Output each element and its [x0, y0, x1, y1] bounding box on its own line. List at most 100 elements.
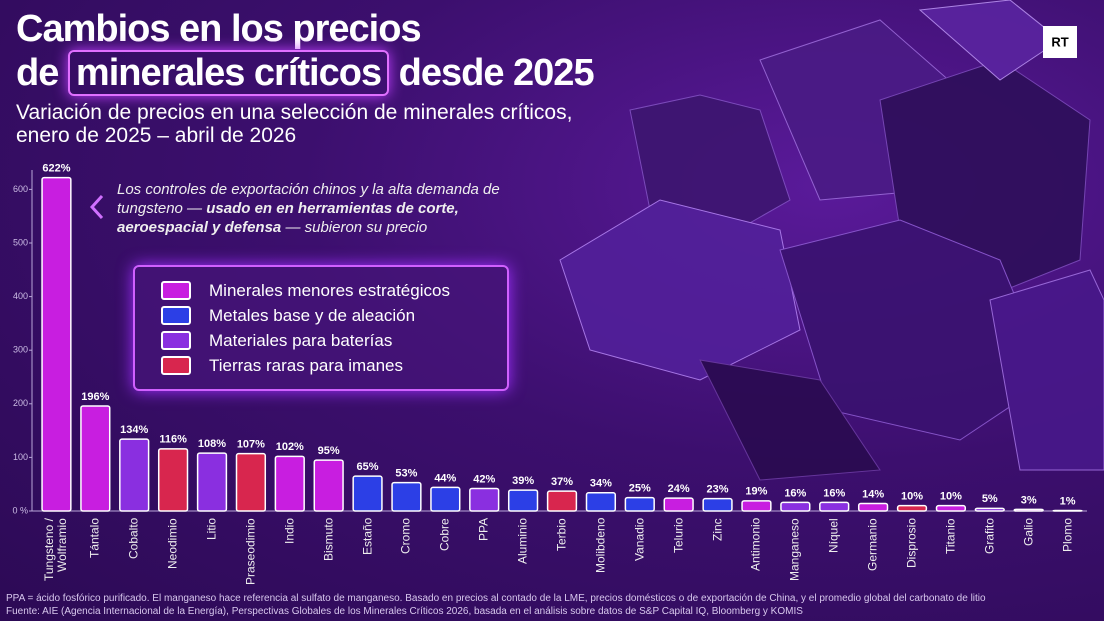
x-tick-label: Germanio [865, 518, 880, 571]
bar [274, 455, 305, 512]
y-tick-label: 500 [13, 237, 28, 247]
bar [780, 501, 811, 512]
value-label: 65% [357, 461, 379, 473]
bar [196, 452, 228, 512]
value-label: 16% [823, 487, 845, 499]
crystal-decoration [559, 0, 1104, 481]
y-tick-label: 300 [13, 345, 28, 355]
bar [585, 492, 617, 512]
value-label: 1% [1060, 495, 1076, 507]
x-tick-label: Litio [204, 518, 219, 541]
value-label: 95% [318, 445, 340, 457]
value-label: 24% [668, 483, 690, 495]
value-label: 116% [159, 434, 187, 446]
y-tick-label: 200 [13, 398, 28, 408]
legend-swatch [161, 281, 191, 300]
y-tick-label: 400 [13, 291, 28, 301]
plot: 0 % 100 200 300 400 500 600 622% 196% 134% 116% 108… [12, 163, 1087, 515]
legend-label: Minerales menores estratégicos [209, 280, 450, 300]
legend-item: Materiales para baterías [161, 328, 507, 353]
value-label: 10% [940, 491, 962, 503]
x-tick-label: Terbio [554, 518, 569, 551]
x-tick-label: Cobalto [126, 518, 141, 560]
bar [235, 452, 267, 512]
x-tick-label: Galio [1021, 518, 1036, 547]
value-label: 107% [237, 439, 265, 451]
value-label: 5% [982, 493, 998, 505]
x-tick-label: Molibdeno [593, 518, 608, 574]
value-label: 34% [590, 478, 612, 490]
annotation: Los controles de exportación chinos y la… [117, 180, 527, 237]
value-label: 25% [629, 483, 651, 495]
bar [507, 489, 539, 512]
x-tick-label: PPA [476, 518, 491, 542]
value-label: 3% [1021, 494, 1037, 506]
legend-item: Tierras raras para imanes [161, 353, 507, 378]
value-label: 39% [512, 475, 534, 487]
logo-box [1043, 26, 1077, 58]
x-tick-label: Plomo [1060, 518, 1075, 553]
title-suffix: desde 2025 [398, 52, 595, 94]
legend-swatch [161, 331, 191, 350]
x-tick-label: Cromo [398, 518, 413, 555]
title-highlight: minerales críticos [67, 50, 390, 96]
legend-label: Materiales para baterías [209, 330, 393, 350]
x-tick-label: Bismuto [321, 518, 336, 562]
value-label: 53% [395, 467, 417, 479]
x-tick-label: Vanadio [632, 518, 647, 562]
value-label: 622% [42, 163, 70, 175]
bar [119, 438, 150, 512]
bar [41, 176, 72, 512]
bar [546, 490, 578, 512]
y-tick-label: 600 [13, 184, 28, 194]
x-tick-label: Grafito [982, 518, 997, 555]
y-tick-label: 100 [13, 452, 28, 462]
source: Fuente: AIE (Agencia Internacional de la… [6, 606, 803, 617]
value-label: 10% [901, 491, 923, 503]
value-label: 23% [707, 484, 729, 496]
legend: Minerales menores estratégicos Metales ba… [133, 265, 509, 391]
title-prefix: de [16, 52, 59, 94]
bar [896, 504, 928, 512]
bar [624, 496, 655, 512]
bar [857, 502, 889, 512]
annotation-pointer [89, 194, 104, 220]
value-label: 14% [862, 488, 884, 500]
x-tick-label: Estaño [360, 518, 375, 556]
legend-item: Minerales menores estratégicos [161, 278, 507, 303]
legend-label: Tierras raras para imanes [209, 355, 403, 375]
annotation-end: — subieron su precio [285, 219, 428, 236]
y-tick-label: 0 % [12, 505, 28, 515]
x-tick-label: Aluminio [515, 518, 530, 565]
value-label: 44% [434, 472, 456, 484]
x-tick-label: Zinc [710, 518, 725, 541]
bar [1052, 509, 1083, 512]
bar [157, 448, 189, 512]
bar [702, 497, 733, 512]
bar [469, 487, 500, 512]
bar [935, 504, 967, 512]
bar [80, 405, 111, 512]
title-line1: Cambios en los precios [16, 8, 422, 50]
bar [741, 500, 772, 512]
bar [819, 501, 850, 512]
annotation-bold: usado en en herramientas de corte, aeroe… [117, 200, 459, 236]
x-tick-label: Neodimio [165, 518, 180, 569]
subtitle: Variación de precios en una selección de… [16, 101, 573, 147]
value-label: 196% [81, 391, 109, 403]
value-label: 108% [198, 438, 226, 450]
x-tick-label: Praseodimio [243, 518, 258, 585]
value-label: 19% [745, 486, 767, 498]
value-label: 16% [784, 487, 806, 499]
legend-item: Metales base y de aleación [161, 303, 507, 328]
footnote: PPA = ácido fosfórico purificado. El man… [6, 593, 986, 604]
x-tick-label: Titanio [943, 518, 958, 554]
legend-label: Metales base y de aleación [209, 305, 416, 325]
value-label: 37% [551, 476, 573, 488]
title-line2: de minerales críticos desde 2025 [16, 50, 595, 96]
annotation-regular: Los controles de exportación chinos y la… [117, 181, 500, 217]
value-label: 102% [276, 441, 304, 453]
bar [430, 486, 461, 512]
